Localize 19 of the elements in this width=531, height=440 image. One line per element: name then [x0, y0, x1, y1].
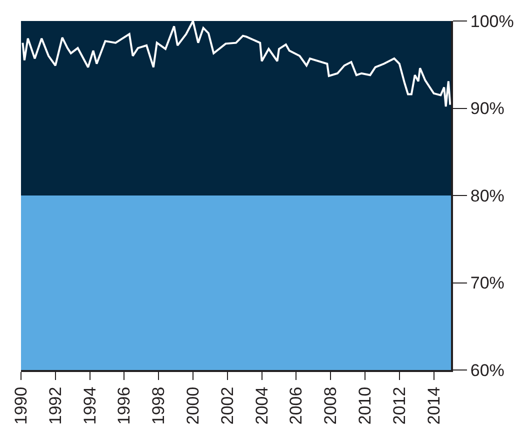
y-tick-label: 90% — [470, 99, 504, 118]
x-tick-label: 2006 — [286, 386, 306, 425]
y-tick-label: 80% — [470, 186, 504, 206]
x-tick-label: 1996 — [114, 386, 134, 425]
x-tick-label: 2014 — [424, 386, 444, 425]
x-tick-label: 2004 — [252, 386, 272, 425]
x-tick-label: 2012 — [390, 386, 409, 425]
line-series — [22, 21, 451, 108]
x-tick-label: 2010 — [356, 386, 375, 425]
x-tick-label: 1990 — [12, 386, 31, 425]
x-tick-label: 1998 — [149, 386, 168, 425]
x-tick-label: 1994 — [80, 386, 100, 425]
x-tick-label: 2008 — [321, 386, 340, 425]
x-tick-label: 1992 — [46, 386, 65, 425]
y-tick-label: 100% — [470, 12, 514, 31]
x-tick-label: 2000 — [184, 386, 203, 425]
y-tick-label: 60% — [470, 360, 504, 380]
x-tick-label: 2002 — [218, 386, 237, 425]
y-tick-label: 70% — [470, 274, 504, 293]
